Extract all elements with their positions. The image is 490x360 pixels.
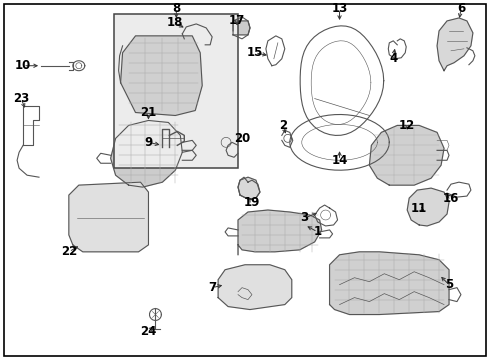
Polygon shape: [111, 121, 182, 187]
Polygon shape: [238, 177, 260, 199]
Text: 8: 8: [172, 3, 180, 15]
Text: 4: 4: [389, 52, 397, 65]
Text: 17: 17: [229, 14, 245, 27]
Polygon shape: [330, 252, 449, 315]
Text: 6: 6: [457, 3, 465, 15]
Text: 14: 14: [331, 154, 348, 167]
Text: 22: 22: [61, 245, 77, 258]
Polygon shape: [218, 265, 292, 310]
Polygon shape: [437, 18, 473, 71]
Text: 24: 24: [140, 325, 157, 338]
Text: 5: 5: [445, 278, 453, 291]
Text: 20: 20: [234, 132, 250, 145]
Text: 21: 21: [140, 106, 157, 119]
Text: 11: 11: [411, 202, 427, 215]
Text: 16: 16: [443, 192, 459, 204]
Text: 2: 2: [279, 119, 287, 132]
Text: 18: 18: [167, 17, 184, 30]
Polygon shape: [233, 21, 250, 35]
Text: 15: 15: [247, 46, 263, 59]
Text: 1: 1: [314, 225, 322, 238]
Bar: [114, 14, 238, 168]
Text: 23: 23: [13, 92, 29, 105]
Polygon shape: [69, 182, 148, 252]
Polygon shape: [407, 188, 449, 226]
Text: 12: 12: [399, 119, 416, 132]
Text: 3: 3: [301, 211, 309, 225]
Text: 10: 10: [15, 59, 31, 72]
Text: 7: 7: [208, 281, 216, 294]
Polygon shape: [238, 210, 321, 255]
Text: 19: 19: [244, 195, 260, 208]
Polygon shape: [121, 36, 202, 116]
Text: 9: 9: [145, 136, 152, 149]
Text: 13: 13: [331, 3, 348, 15]
Polygon shape: [369, 125, 444, 185]
